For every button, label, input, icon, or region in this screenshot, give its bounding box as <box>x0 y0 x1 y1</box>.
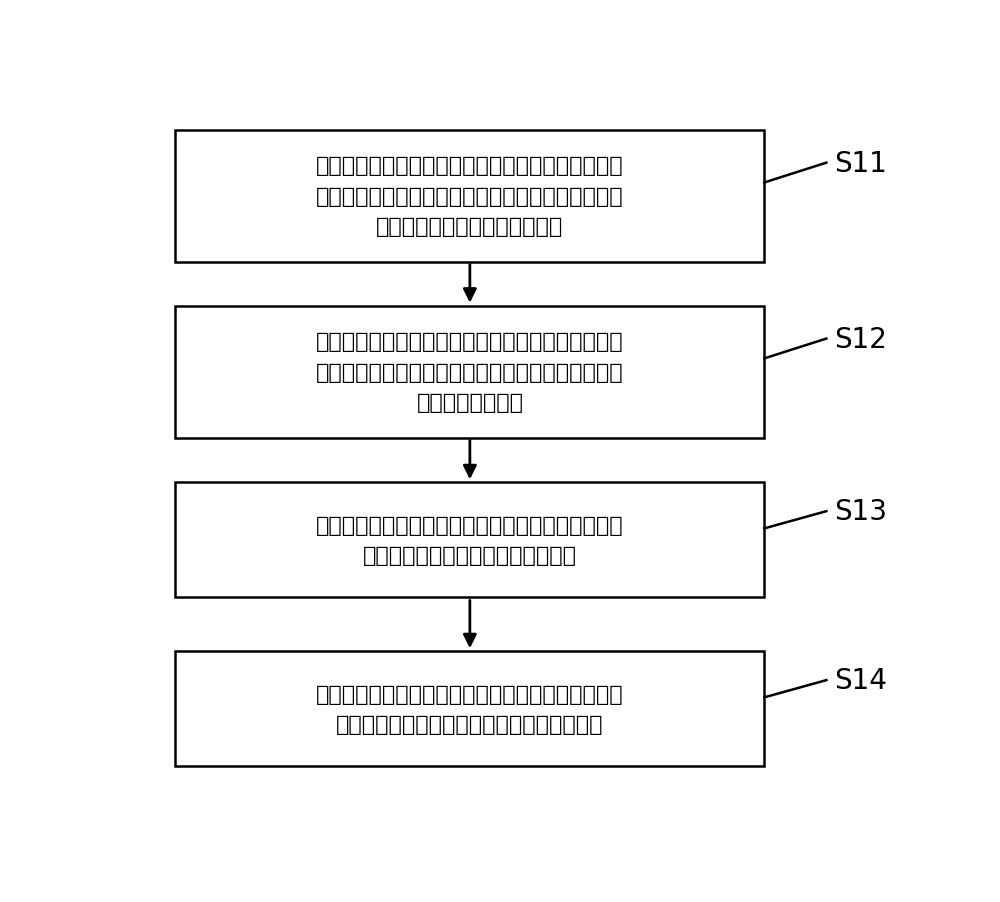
Text: 在延迟模型中引入工艺波动随机变量，以工艺波动参
数的高斯分布变量作为自变量，对延迟波动模型进行
多元非线性拟合。: 在延迟模型中引入工艺波动随机变量，以工艺波动参 数的高斯分布变量作为自变量，对延… <box>316 332 624 412</box>
Text: 设置多组不同的工作条件场景，对电路单元的不同单
元输入的延迟均値进行建模，将延迟波动视作关于工
作条件的函数进行非线性回归。: 设置多组不同的工作条件场景，对电路单元的不同单 元输入的延迟均値进行建模，将延迟… <box>316 156 624 237</box>
Text: S13: S13 <box>834 498 887 526</box>
Text: 重复上述步骤，得到不同标准单元在不同工作条件下
的延迟波动模型，由此建立标准单元统计库。: 重复上述步骤，得到不同标准单元在不同工作条件下 的延迟波动模型，由此建立标准单元… <box>316 684 624 734</box>
Bar <box>175 483 764 597</box>
Text: S14: S14 <box>834 667 887 695</box>
Bar <box>175 652 764 767</box>
Text: S12: S12 <box>834 326 887 354</box>
Bar <box>175 306 764 438</box>
Text: S11: S11 <box>834 150 887 178</box>
Bar <box>175 131 764 262</box>
Text: 通过多元牛顿迭代法拟合来迭代更新单元延迟拟合模
型中的各项系数，来减小模型误差。: 通过多元牛顿迭代法拟合来迭代更新单元延迟拟合模 型中的各项系数，来减小模型误差。 <box>316 515 624 566</box>
